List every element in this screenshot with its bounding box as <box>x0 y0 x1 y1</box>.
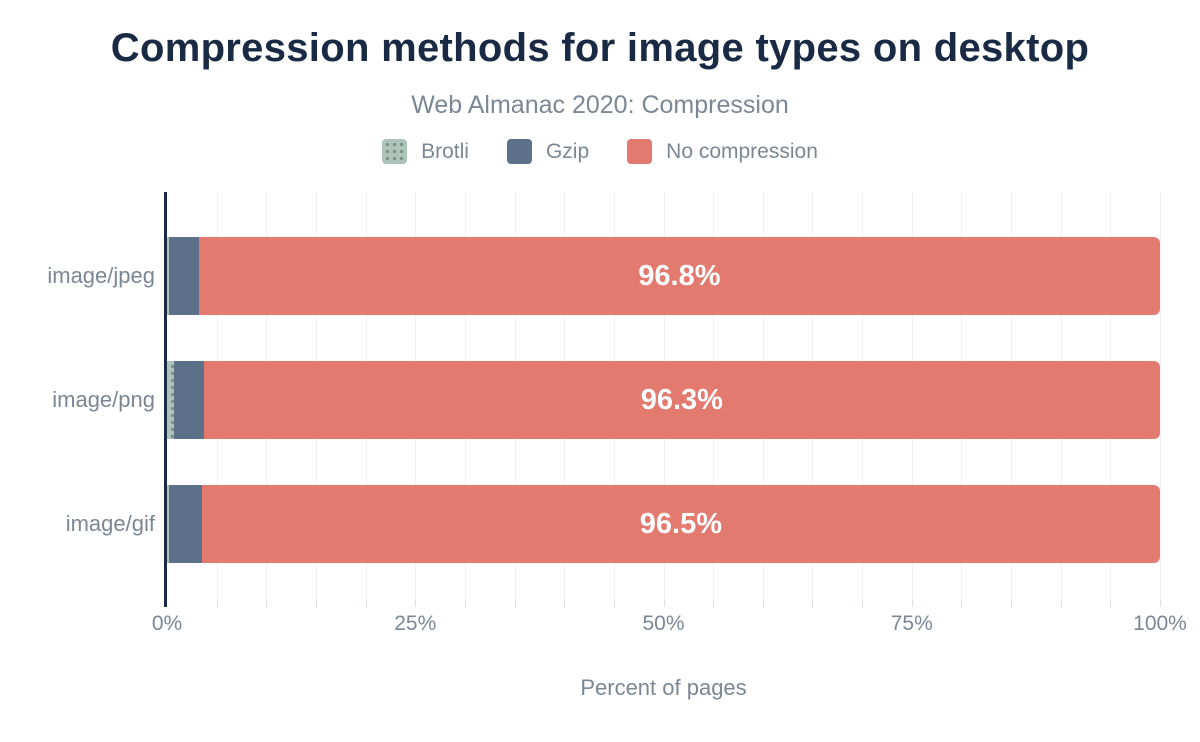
x-tick-label-25: 25% <box>394 612 437 635</box>
y-axis-line <box>164 192 167 607</box>
x-tick-80 <box>961 600 963 607</box>
bar-segment-gzip-image-jpeg[interactable] <box>168 237 199 315</box>
x-tick-35 <box>514 600 516 607</box>
bar-segment-no-compression-image-jpeg[interactable]: 96.8% <box>198 237 1160 315</box>
legend: Brotli Gzip No compression <box>0 139 1200 164</box>
bar-row-image-gif: 96.5% <box>167 485 1160 563</box>
x-tick-50 <box>663 600 665 607</box>
x-tick-90 <box>1060 600 1062 607</box>
x-tick-60 <box>762 600 764 607</box>
x-axis-title: Percent of pages <box>580 675 747 700</box>
bar-value-label-image-png: 96.3% <box>640 383 723 416</box>
bar-row-image-jpeg: 96.8% <box>167 237 1160 315</box>
chart-subtitle: Web Almanac 2020: Compression <box>411 91 789 119</box>
y-axis-label-image-jpeg: image/jpeg <box>47 263 155 288</box>
x-tick-10 <box>266 600 268 607</box>
legend-item-brotli[interactable]: Brotli <box>382 139 469 164</box>
plot-area: 96.8% 96.3% 96.5% <box>167 192 1161 600</box>
x-tick-30 <box>464 600 466 607</box>
x-tick-95 <box>1110 600 1112 607</box>
x-tick-label-0: 0% <box>151 612 183 635</box>
x-tick-15 <box>315 600 317 607</box>
x-tick-75 <box>911 600 913 607</box>
x-tick-55 <box>713 600 715 607</box>
x-tick-25 <box>415 600 417 607</box>
legend-item-no-compression[interactable]: No compression <box>627 139 818 164</box>
y-axis-label-image-png: image/png <box>52 387 155 412</box>
bar-segment-gzip-image-gif[interactable] <box>168 485 202 563</box>
x-tick-20 <box>365 600 367 607</box>
x-tick-100 <box>1160 600 1161 607</box>
legend-label-brotli: Brotli <box>421 139 469 163</box>
x-tick-40 <box>564 600 566 607</box>
bar-segment-no-compression-image-gif[interactable]: 96.5% <box>201 485 1160 563</box>
legend-swatch-gzip <box>506 139 532 164</box>
x-tick-label-100: 100% <box>1133 612 1187 635</box>
x-tick-label-75: 75% <box>890 612 933 635</box>
bar-row-image-png: 96.3% <box>167 361 1160 439</box>
x-tick-85 <box>1011 600 1013 607</box>
legend-swatch-no-compression <box>627 139 653 164</box>
bar-segment-brotli-image-png[interactable] <box>167 361 174 439</box>
chart-title: Compression methods for image types on d… <box>110 26 1090 70</box>
x-tick-45 <box>613 600 615 607</box>
x-tick-5 <box>216 600 218 607</box>
legend-label-no-compression: No compression <box>666 139 818 163</box>
x-tick-65 <box>812 600 814 607</box>
bar-segment-gzip-image-png[interactable] <box>173 361 204 439</box>
gridline-100 <box>1160 192 1161 600</box>
y-axis-label-image-gif: image/gif <box>65 511 155 536</box>
legend-label-gzip: Gzip <box>545 139 590 163</box>
bar-value-label-image-jpeg: 96.8% <box>638 259 721 292</box>
bar-value-label-image-gif: 96.5% <box>639 507 722 540</box>
bar-segment-brotli-image-gif[interactable] <box>167 485 169 563</box>
bar-segment-no-compression-image-png[interactable]: 96.3% <box>203 361 1160 439</box>
legend-item-gzip[interactable]: Gzip <box>506 139 590 164</box>
x-tick-70 <box>862 600 864 607</box>
bar-segment-brotli-image-jpeg[interactable] <box>167 237 169 315</box>
x-tick-label-50: 50% <box>642 612 685 635</box>
legend-swatch-brotli <box>382 139 408 164</box>
